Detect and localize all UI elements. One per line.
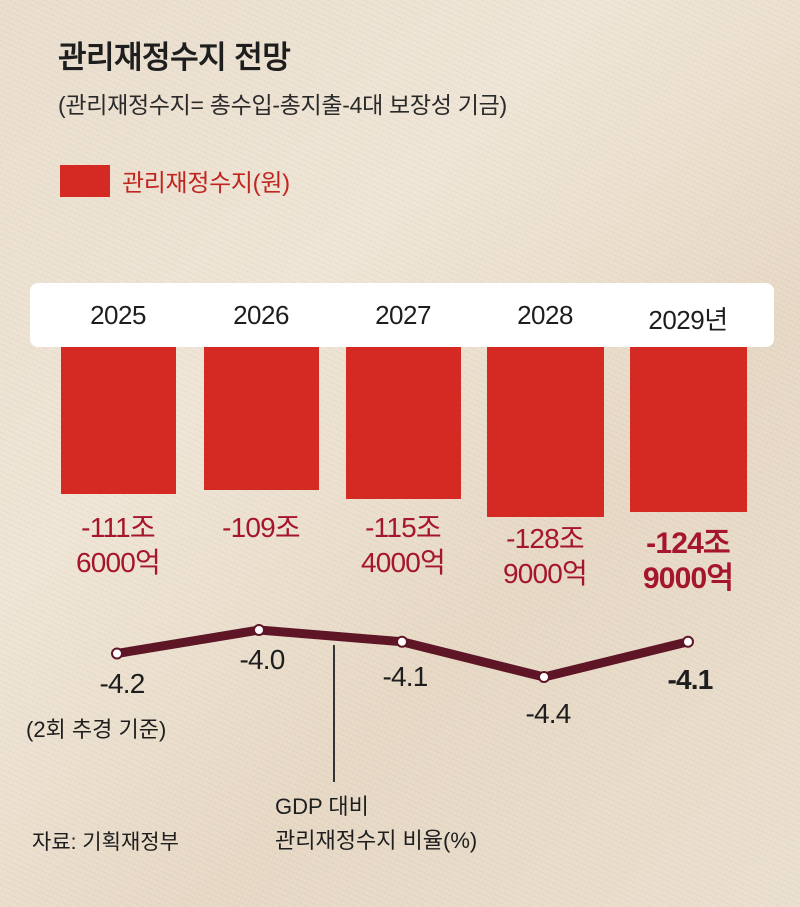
ratio-point-3 xyxy=(538,671,550,683)
line-caption-line1: GDP 대비 xyxy=(275,794,369,819)
bar-value-label-1: -109조 xyxy=(181,510,341,545)
ratio-note-2025: (2회 추경 기준) xyxy=(26,717,167,742)
leader-line xyxy=(333,645,335,782)
bar-0 xyxy=(60,347,176,494)
chart-subtitle: (관리재정수지= 총수입-총지출-4대 보장성 기금) xyxy=(58,92,507,118)
bar-value-label-3: -128조 9000억 xyxy=(465,521,625,591)
ratio-value-label-0: -4.2 xyxy=(99,668,145,699)
source-note: 자료: 기획재정부 xyxy=(32,831,179,854)
ratio-value-label-3: -4.4 xyxy=(525,698,571,729)
bar-value-label-4: -124조 9000억 xyxy=(608,526,768,596)
bar-value-label-0: -111조 6000억 xyxy=(38,510,198,580)
ratio-point-0 xyxy=(111,647,123,660)
ratio-point-1 xyxy=(253,624,265,636)
ratio-point-2 xyxy=(396,635,408,648)
ratio-value-label-2: -4.1 xyxy=(382,661,428,692)
year-header-band xyxy=(30,283,774,347)
chart-title: 관리재정수지 전망 xyxy=(58,40,291,75)
line-caption-line2: 관리재정수지 비율(%) xyxy=(275,828,478,853)
ratio-point-4 xyxy=(682,635,694,648)
ratio-line-chart xyxy=(111,624,694,683)
legend: 관리재정수지(원) xyxy=(60,163,290,198)
bar-value-label-4-line-1: 9000억 xyxy=(642,562,734,595)
year-label-1: 2026 xyxy=(233,300,289,330)
bar-value-label-4-line-0: -124조 xyxy=(646,527,730,560)
year-label-2: 2027 xyxy=(375,300,431,330)
bar-value-label-3-line-0: -128조 xyxy=(506,523,585,554)
ratio-value-label-1: -4.0 xyxy=(239,644,285,675)
bar-value-label-2-line-0: -115조 xyxy=(365,512,442,543)
bar-value-label-1-line-0: -109조 xyxy=(222,512,301,543)
year-label-3: 2028 xyxy=(517,300,573,330)
ratio-value-label-4: -4.1 xyxy=(667,664,713,695)
bar-value-label-2-line-1: 4000억 xyxy=(360,547,446,578)
bar-3 xyxy=(486,347,604,517)
bar-4 xyxy=(629,347,747,512)
bar-value-label-0-line-0: -111조 xyxy=(81,512,155,543)
bar-value-label-2: -115조 4000억 xyxy=(323,510,483,580)
year-label-0: 2025 xyxy=(90,300,146,330)
legend-label: 관리재정수지(원) xyxy=(122,170,290,197)
bar-value-label-3-line-1: 9000억 xyxy=(502,558,588,589)
line-series-caption: GDP 대비 관리재정수지 비율(%) xyxy=(275,790,477,858)
bar-value-label-0-line-1: 6000억 xyxy=(75,547,161,578)
year-label-4: 2029년 xyxy=(648,305,728,335)
bar-1 xyxy=(203,347,319,490)
legend-swatch xyxy=(60,164,110,197)
bar-2 xyxy=(345,347,461,499)
